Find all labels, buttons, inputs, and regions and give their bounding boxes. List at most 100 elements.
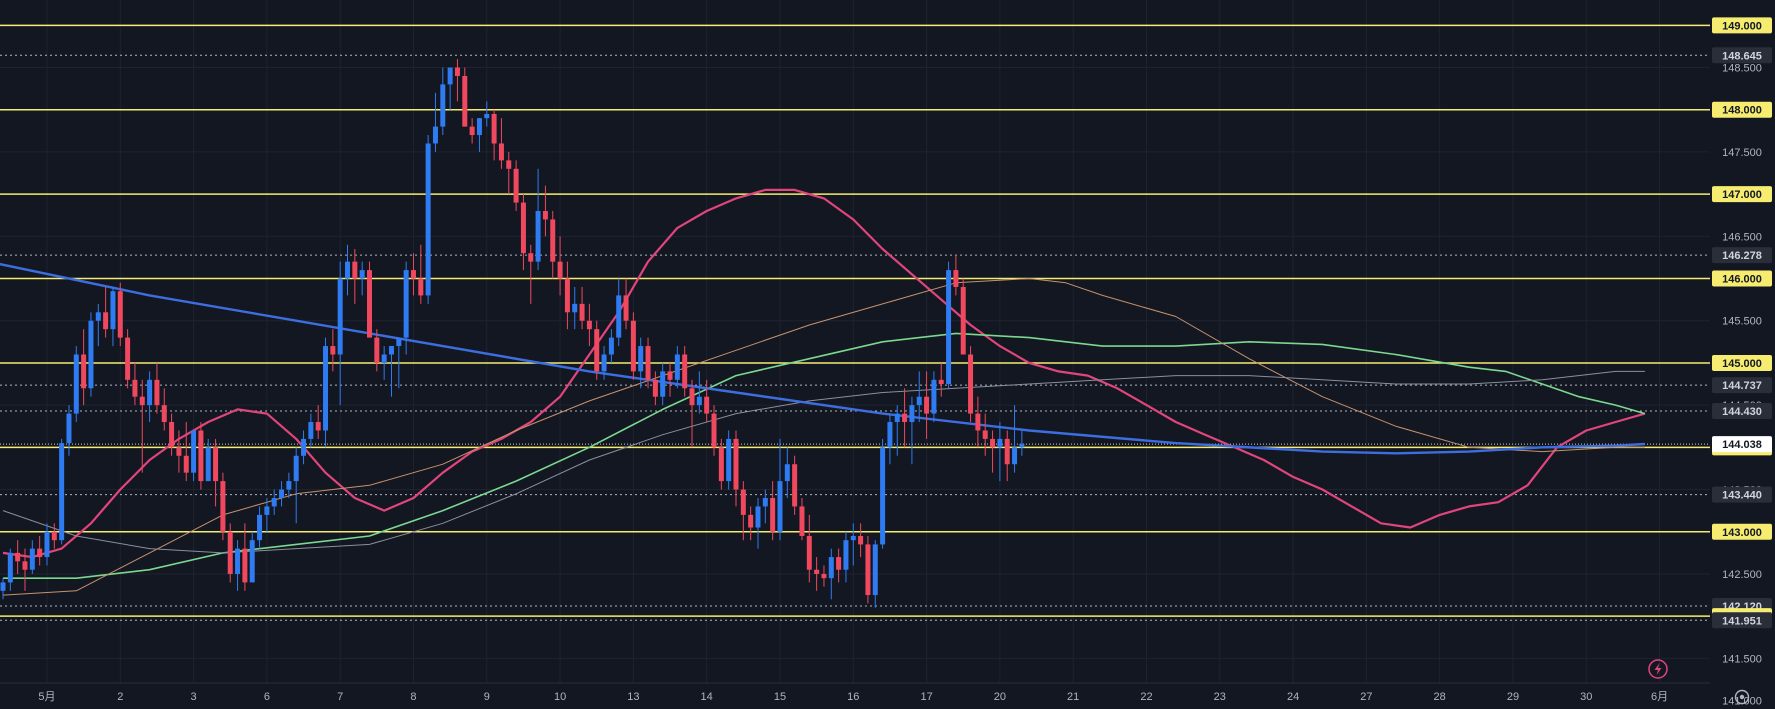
candle-body xyxy=(535,211,541,262)
candle xyxy=(726,430,732,490)
level-label-box xyxy=(1712,186,1772,203)
candle-body xyxy=(220,481,226,532)
candle xyxy=(982,413,988,456)
candle-body xyxy=(491,113,497,144)
level-label-dotted: 148.645 xyxy=(1712,47,1772,64)
candle xyxy=(997,422,1003,482)
x-tick-label: 2 xyxy=(117,691,123,703)
level-label-text: 143.000 xyxy=(1722,527,1762,539)
candle-body xyxy=(689,388,695,406)
x-tick-label: 9 xyxy=(484,691,490,703)
candle-body xyxy=(792,464,798,507)
x-tick-label: 29 xyxy=(1507,691,1519,703)
candle-body xyxy=(132,379,138,397)
candle-body xyxy=(682,354,688,389)
candle-body xyxy=(916,396,922,406)
candle-body xyxy=(205,447,211,482)
x-tick-label: 28 xyxy=(1434,691,1446,703)
candle-body xyxy=(506,160,512,169)
candle xyxy=(367,261,372,338)
moving-average-line xyxy=(0,262,1645,455)
candle xyxy=(711,405,717,456)
candle-body xyxy=(704,396,710,414)
candle-body xyxy=(645,346,651,380)
candle-body xyxy=(630,320,636,372)
candle xyxy=(139,379,145,473)
candle-body xyxy=(367,270,372,338)
candle xyxy=(308,413,314,448)
candle xyxy=(616,278,622,347)
candle-body xyxy=(425,143,431,296)
candle xyxy=(777,438,783,541)
candle-body xyxy=(15,552,21,562)
candle xyxy=(740,481,746,541)
candle xyxy=(183,422,189,482)
level-label-text: 149.000 xyxy=(1722,20,1762,32)
candle-body xyxy=(345,261,351,279)
candle xyxy=(880,438,886,549)
candle xyxy=(44,523,50,566)
candle-body xyxy=(257,514,263,541)
candle-body xyxy=(183,455,189,473)
candle-body xyxy=(777,481,783,532)
current-price-text: 144.038 xyxy=(1722,439,1762,451)
candle xyxy=(748,506,754,541)
candle-body xyxy=(462,75,468,127)
candle-body xyxy=(520,202,526,254)
candle-body xyxy=(638,346,644,372)
candle-body xyxy=(821,573,827,579)
candle xyxy=(396,337,402,389)
candle xyxy=(638,337,644,389)
candle-body xyxy=(1019,443,1025,448)
x-tick-label: 15 xyxy=(774,691,786,703)
candle-body xyxy=(476,118,482,136)
x-tick-label: 14 xyxy=(701,691,713,703)
candle xyxy=(594,320,600,380)
y-tick-label: 148.500 xyxy=(1722,63,1762,75)
candle xyxy=(374,329,380,372)
settings-icon[interactable] xyxy=(1734,689,1750,705)
candle-body xyxy=(586,320,592,330)
candle-body xyxy=(608,337,614,355)
candle xyxy=(660,362,666,406)
candle xyxy=(432,92,438,152)
candle xyxy=(301,430,307,465)
candle-body xyxy=(850,535,856,541)
candle-body xyxy=(667,371,673,380)
time-axis: 5月 2 3 6 7 8 9 10 13 14 15 16 17 20 21 22 23 24 27 28 29 30 6月 xyxy=(38,691,1668,703)
level-label-text: 141.951 xyxy=(1722,615,1762,627)
candle-body xyxy=(880,447,886,545)
candle-body xyxy=(110,291,116,330)
candle-body xyxy=(440,84,446,127)
candle xyxy=(902,388,908,448)
level-label-box xyxy=(1712,47,1772,64)
candle xyxy=(990,430,996,473)
lightning-bolt-icon[interactable] xyxy=(1648,659,1668,679)
candle xyxy=(550,211,556,279)
candle-body xyxy=(946,270,952,385)
candle-body xyxy=(579,303,585,321)
level-label-text: 144.737 xyxy=(1722,380,1762,392)
candle-body xyxy=(982,430,988,439)
level-label-box xyxy=(1712,270,1772,287)
candle xyxy=(682,346,688,397)
candle xyxy=(242,523,248,591)
candle-body xyxy=(37,548,43,558)
candle xyxy=(535,168,541,271)
candle-body xyxy=(843,540,849,570)
candle-body xyxy=(484,113,490,119)
candle-body xyxy=(213,447,219,482)
candle xyxy=(667,362,673,397)
x-tick-label: 6 xyxy=(264,691,270,703)
candle-body xyxy=(660,371,666,397)
candle-body xyxy=(22,561,28,570)
candle-body xyxy=(894,413,900,423)
candle-body xyxy=(227,531,233,574)
candle xyxy=(440,67,446,136)
candle-body xyxy=(902,413,908,423)
candle-body xyxy=(242,548,248,583)
candle-body xyxy=(95,312,101,321)
candle xyxy=(132,362,138,406)
